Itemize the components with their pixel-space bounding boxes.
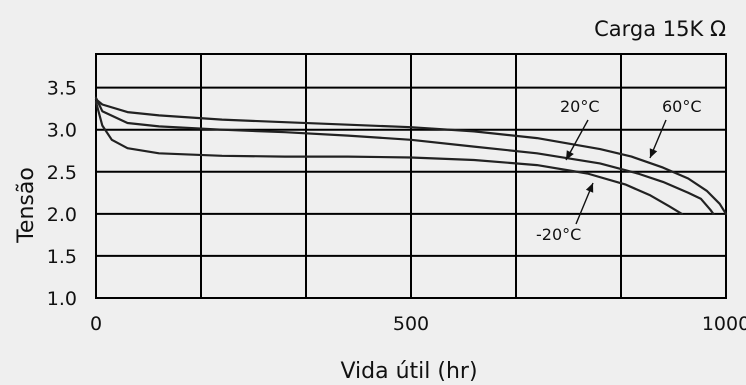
y-tick-label: 2.0 (47, 204, 77, 226)
series-lines (94, 96, 728, 215)
label-leaders (565, 119, 667, 225)
y-axis-title: Tensão (14, 167, 39, 244)
y-tick-label: 1.5 (47, 246, 77, 268)
arrow-head-icon (566, 150, 574, 160)
series-label: 60°C (662, 97, 702, 116)
x-tick-label: 1000 (702, 313, 746, 335)
y-tick-label: 1.0 (47, 288, 77, 310)
load-annotation: Carga 15K Ω (594, 17, 726, 41)
grid-lines (96, 54, 726, 298)
y-tick-label: 3.0 (47, 120, 77, 142)
arrow-head-icon (585, 183, 594, 193)
series-line-2 (94, 100, 683, 215)
series-line-1 (94, 98, 728, 215)
x-tick-label: 0 (90, 313, 102, 335)
series-line-0 (94, 96, 715, 215)
series-labels: 20°C 60°C -20°C (536, 97, 702, 244)
arrow-head-icon (649, 148, 658, 158)
series-label: -20°C (536, 225, 581, 244)
x-tick-label: 500 (393, 313, 429, 335)
x-axis-title: Vida útil (hr) (340, 359, 477, 384)
y-tick-label: 2.5 (47, 162, 77, 184)
y-tick-label: 3.5 (47, 78, 77, 100)
x-tick-labels: 0 500 1000 (90, 313, 746, 335)
series-label: 20°C (560, 97, 600, 116)
y-tick-labels: 1.0 1.5 2.0 2.5 3.0 3.5 (47, 78, 77, 310)
plot-frame (95, 53, 727, 299)
